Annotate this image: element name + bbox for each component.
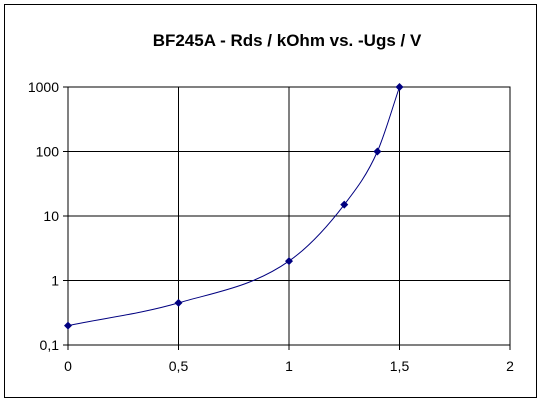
data-point: [340, 200, 349, 209]
data-point: [395, 83, 404, 91]
x-axis-ticks: 0 0,5 1 1,5 2: [64, 345, 514, 374]
x-tick-label: 2: [506, 358, 514, 374]
series-layer: [64, 83, 404, 330]
y-axis-ticks: 0,1 1 10 100 1000: [28, 79, 68, 353]
data-point: [373, 147, 382, 156]
x-tick-label: 1: [285, 358, 293, 374]
data-point: [285, 257, 293, 266]
series-line: [67, 86, 400, 327]
x-tick-label: 1,5: [390, 358, 410, 374]
y-tick-label: 1000: [28, 79, 59, 95]
y-tick-label: 10: [43, 208, 59, 224]
grid-lines: [68, 87, 510, 345]
y-tick-label: 0,1: [40, 337, 60, 353]
x-tick-label: 0,5: [169, 358, 189, 374]
x-tick-label: 0: [64, 358, 72, 374]
data-point: [174, 298, 183, 307]
y-tick-label: 1: [51, 273, 59, 289]
chart-title: BF245A - Rds / kOhm vs. -Ugs / V: [153, 31, 422, 50]
chart-area: [4, 4, 537, 398]
data-point: [64, 321, 72, 330]
y-tick-label: 100: [36, 144, 60, 160]
